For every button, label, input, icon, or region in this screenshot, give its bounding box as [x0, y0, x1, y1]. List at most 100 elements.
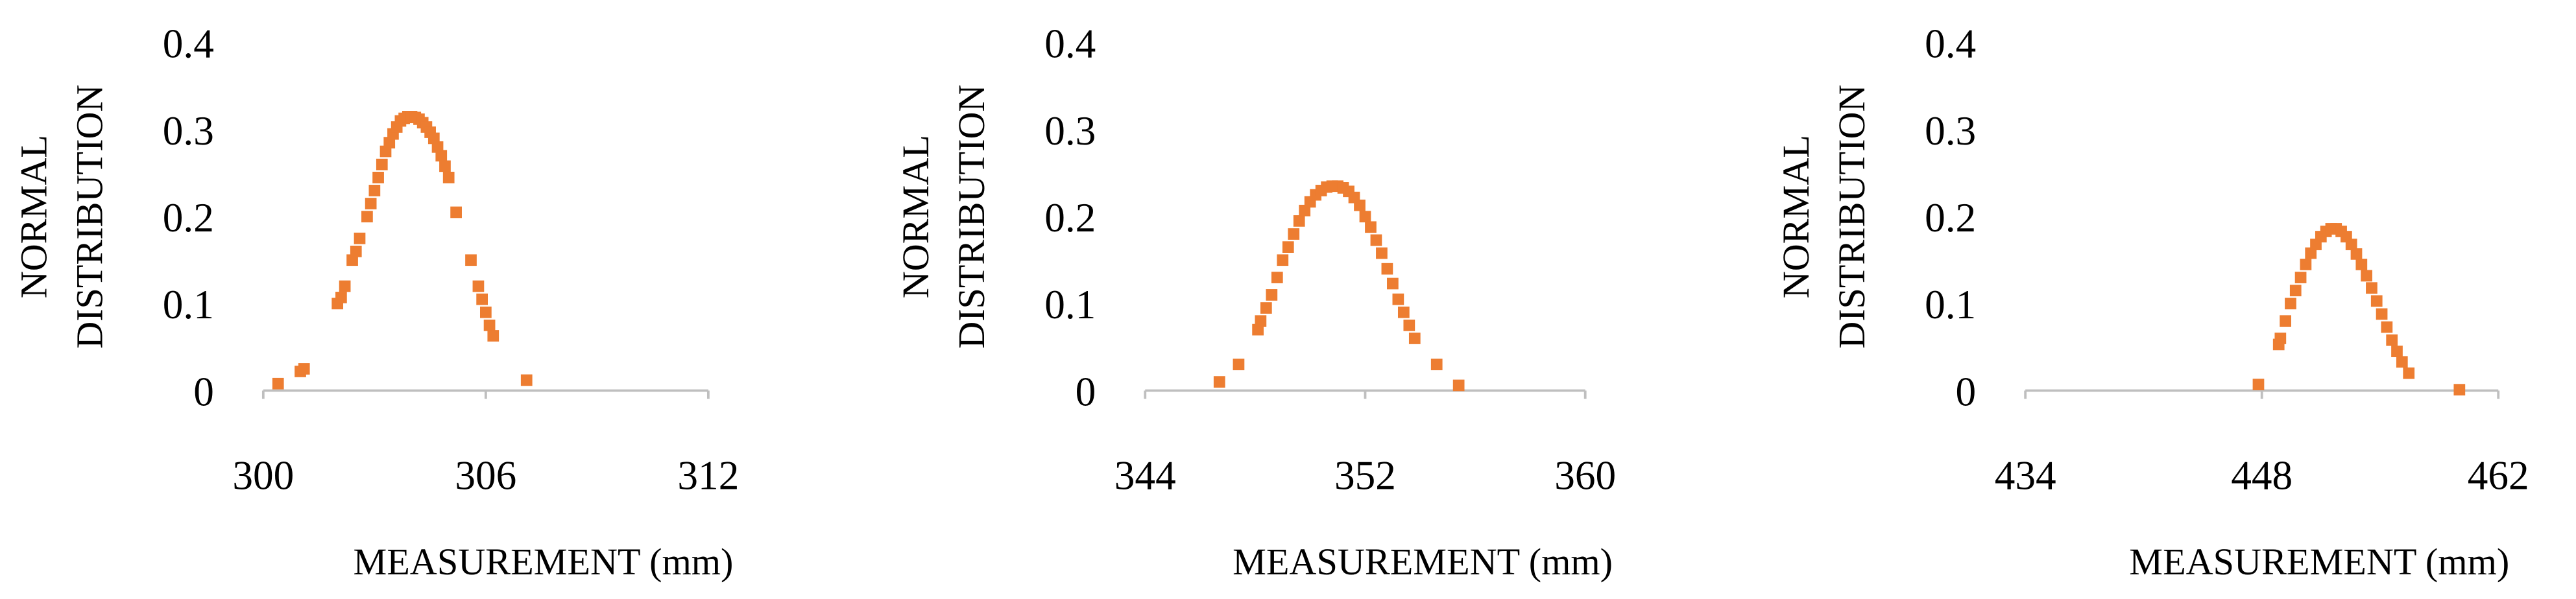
point [1381, 263, 1393, 275]
point [450, 206, 462, 218]
y-tick-label: 0.4 [163, 21, 214, 67]
point [2453, 384, 2466, 396]
y-tick-label: 0.2 [1044, 195, 1096, 241]
point [2376, 308, 2388, 320]
point [2386, 334, 2398, 346]
point [365, 198, 377, 209]
x-tick-label: 344 [1114, 452, 1176, 498]
point [2280, 315, 2291, 327]
point [1403, 320, 1415, 331]
point [1376, 247, 1388, 259]
point [1452, 379, 1465, 392]
point [2370, 295, 2383, 307]
x-tick-label: 448 [2231, 452, 2293, 498]
point [435, 150, 448, 162]
point [427, 132, 440, 145]
point [2403, 367, 2415, 379]
x-tick-label: 312 [677, 452, 739, 498]
point [1293, 215, 1305, 227]
point [383, 137, 396, 148]
point [1392, 293, 1404, 305]
y-tick-label: 0 [1076, 369, 1096, 414]
x-axis-title: MEASUREMENT (mm) [1233, 541, 1613, 583]
point [2305, 247, 2317, 259]
point [1213, 376, 1225, 388]
x-tick-label: 360 [1554, 452, 1616, 498]
y-axis-title: DISTRIBUTION [1831, 84, 1873, 349]
point [1354, 199, 1366, 211]
point [2289, 285, 2302, 297]
y-axis-title: NORMAL [1775, 135, 1817, 298]
point [2355, 259, 2368, 270]
y-tick-label: 0 [193, 369, 214, 414]
x-tick-label: 352 [1334, 452, 1396, 498]
y-tick-label: 0.4 [1925, 21, 1976, 67]
point [487, 330, 500, 342]
point [1387, 277, 1399, 290]
y-tick-label: 0.2 [1925, 195, 1976, 241]
y-tick-label: 0.2 [163, 195, 214, 241]
point [2391, 346, 2403, 357]
x-tick-label: 462 [2468, 452, 2529, 498]
point [1260, 302, 1272, 314]
x-tick-label: 300 [232, 452, 294, 498]
y-tick-label: 0.1 [1925, 282, 1976, 327]
point [2396, 356, 2408, 368]
point [2252, 379, 2265, 390]
y-axis-title: NORMAL [13, 135, 55, 298]
point [346, 254, 358, 266]
point [1233, 358, 1245, 371]
y-tick-label: 0.3 [1044, 108, 1096, 154]
x-axis-title: MEASUREMENT (mm) [2129, 541, 2509, 583]
y-axis-title: NORMAL [895, 135, 937, 298]
point [372, 171, 384, 183]
point [350, 245, 362, 257]
point [465, 254, 477, 266]
point [376, 158, 388, 170]
point [354, 232, 366, 244]
point [476, 293, 488, 305]
x-tick-label: 306 [455, 452, 516, 498]
point [1271, 272, 1283, 283]
point [2361, 270, 2372, 282]
point [2300, 259, 2312, 270]
point [2294, 272, 2307, 283]
point [1365, 221, 1377, 233]
y-tick-label: 0.1 [1044, 282, 1096, 327]
point [1397, 306, 1410, 318]
point [2345, 239, 2357, 250]
point [2381, 321, 2393, 333]
point [1288, 228, 1300, 240]
point [1255, 315, 1267, 327]
y-axis-title: DISTRIBUTION [69, 84, 111, 349]
point [431, 141, 444, 153]
y-tick-label: 0.3 [1925, 108, 1976, 154]
point [1277, 254, 1289, 266]
y-tick-label: 0.4 [1044, 21, 1096, 67]
point [361, 211, 373, 223]
point [479, 306, 492, 318]
point [1299, 204, 1311, 217]
y-axis-title: DISTRIBUTION [950, 84, 993, 349]
point [1266, 289, 1278, 301]
point [272, 377, 284, 390]
point [335, 292, 347, 303]
point [298, 363, 310, 375]
y-tick-label: 0 [1956, 369, 1977, 414]
point [1430, 358, 1443, 371]
point [2350, 248, 2363, 260]
point [2274, 333, 2287, 344]
point [1408, 333, 1421, 344]
x-axis-title: MEASUREMENT (mm) [353, 541, 733, 583]
y-tick-label: 0.3 [163, 108, 214, 154]
point [1282, 241, 1294, 253]
point [2285, 298, 2296, 310]
point [1370, 234, 1382, 246]
point [520, 374, 533, 386]
point [1359, 211, 1371, 223]
point [339, 280, 351, 292]
point [379, 145, 392, 158]
point [472, 280, 485, 292]
